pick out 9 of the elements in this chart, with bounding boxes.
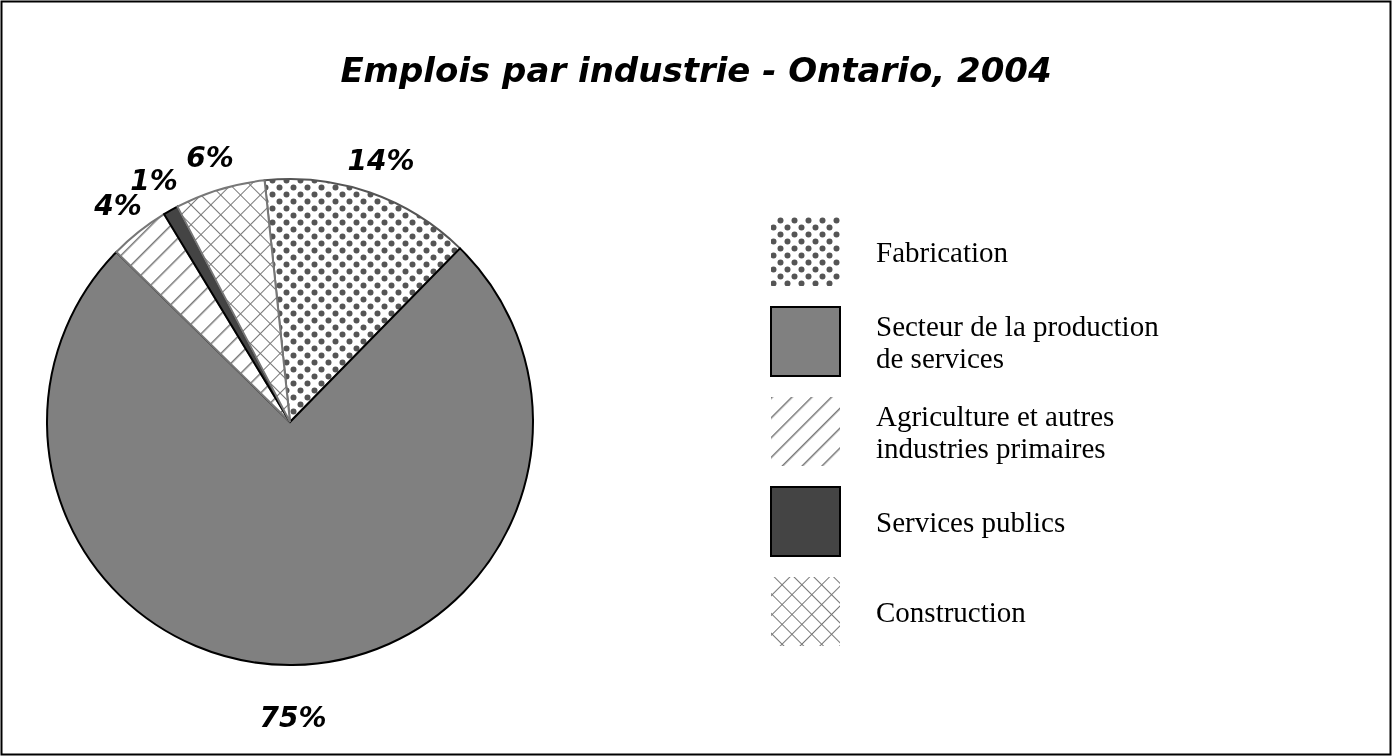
data-label: 6% <box>186 140 234 174</box>
legend-label: Construction <box>876 596 1027 629</box>
legend-label: Services publics <box>876 506 1066 539</box>
data-label: 75% <box>259 700 327 734</box>
chart-title: Emplois par industrie - Ontario, 2004 <box>340 50 1052 90</box>
data-label: 14% <box>347 144 415 178</box>
legend-label: Secteur de la production de services <box>876 310 1160 375</box>
legend-label: Agriculture et autres industries primaires <box>876 400 1115 465</box>
legend-label: Fabrication <box>876 236 1009 269</box>
